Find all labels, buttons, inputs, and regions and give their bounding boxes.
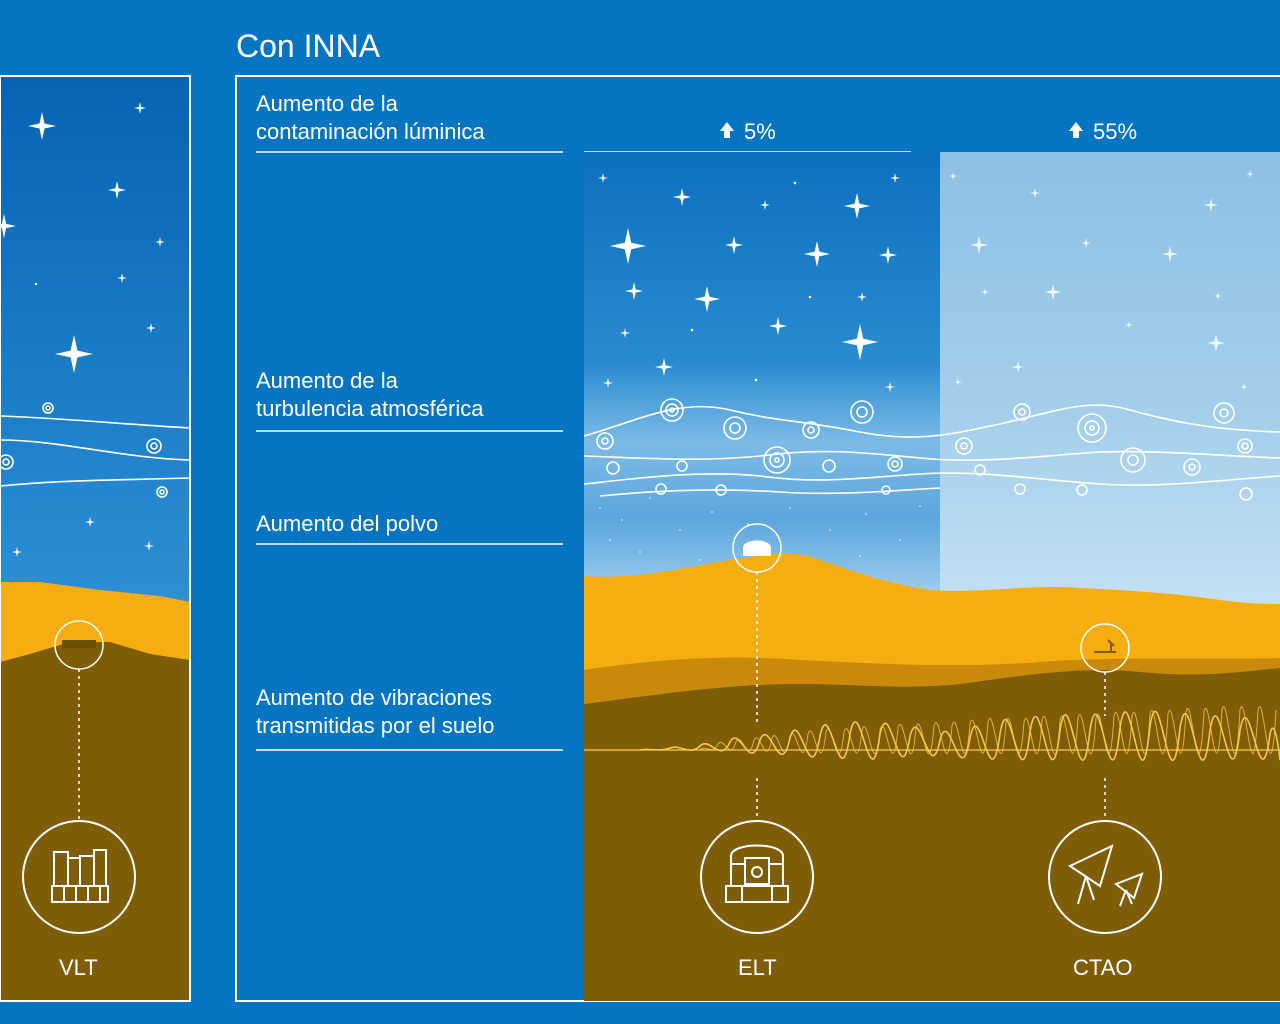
ctao-increase-value: 55% bbox=[1093, 119, 1138, 144]
row-light-pollution-line1: Aumento de la bbox=[256, 91, 398, 116]
vlt-panel bbox=[0, 76, 190, 1001]
arrow-up-icon bbox=[720, 122, 734, 138]
star-icon bbox=[0, 102, 165, 557]
vlt-label: VLT bbox=[59, 955, 98, 980]
elt-label: ELT bbox=[738, 955, 777, 980]
elt-telescope-icon bbox=[700, 820, 814, 934]
vlt-panel-frame bbox=[0, 75, 191, 1002]
row-light-pollution-line2: contaminación lúminica bbox=[256, 119, 485, 144]
row-vibrations-line1: Aumento de vibraciones bbox=[256, 685, 493, 710]
panel-title: Con INNA bbox=[236, 28, 381, 64]
row-turbulence-line1: Aumento de la bbox=[256, 368, 398, 393]
ctao-label: CTAO bbox=[1073, 955, 1133, 980]
wind-swirl-icon bbox=[0, 402, 190, 498]
inna-scene bbox=[584, 152, 1280, 1001]
row-dust-line1: Aumento del polvo bbox=[256, 511, 439, 536]
arrow-up-icon bbox=[1069, 122, 1083, 138]
seismic-wave bbox=[584, 706, 1280, 761]
vlt-telescope-icon bbox=[22, 820, 136, 934]
star-icon bbox=[598, 173, 900, 392]
row-vibrations-line2: transmitidas por el suelo bbox=[256, 713, 495, 738]
ctao-antenna-icon bbox=[1048, 820, 1162, 934]
elt-increase-value: 5% bbox=[744, 119, 776, 144]
dust-speckles bbox=[599, 497, 921, 561]
row-turbulence-line2: turbulencia atmosférica bbox=[256, 396, 484, 421]
wind-swirl-icon bbox=[584, 398, 1280, 501]
